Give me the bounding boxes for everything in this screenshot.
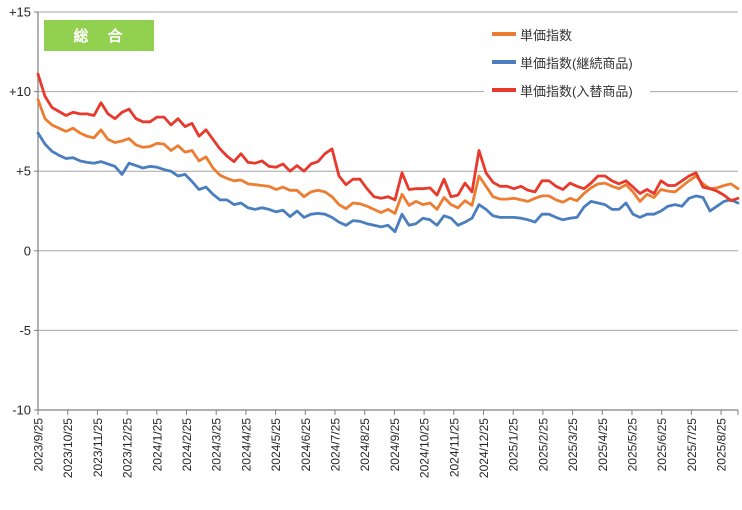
x-axis-label: 2024/12/25 <box>477 418 491 478</box>
legend-swatch-orange-line <box>492 32 516 36</box>
y-axis-label: -10 <box>12 403 31 418</box>
x-axis-label: 2024/6/25 <box>299 418 313 472</box>
x-axis-label: 2023/10/25 <box>61 418 75 478</box>
legend-item-replacement-products: 単価指数(入替商品) <box>484 76 650 104</box>
x-axis-label: 2024/8/25 <box>358 418 372 472</box>
series-line-unit-price-index <box>36 98 740 215</box>
x-axis-label: 2024/7/25 <box>328 418 342 472</box>
x-axis-label: 2025/2/25 <box>536 418 550 472</box>
series-line-replacement-products <box>36 72 740 203</box>
x-axis-label: 2024/9/25 <box>388 418 402 472</box>
x-axis-label: 2025/8/25 <box>715 418 729 472</box>
x-axis-label: 2024/11/25 <box>447 418 461 477</box>
x-axis-label: 2025/1/25 <box>507 418 521 472</box>
legend-item-unit-price-index: 単価指数 <box>484 20 650 48</box>
x-axis-label: 2024/2/25 <box>180 418 194 472</box>
legend-swatch-red-line <box>492 88 516 92</box>
y-axis-label: 0 <box>24 243 31 258</box>
y-axis-label: +15 <box>9 5 31 20</box>
y-axis-label: +10 <box>9 84 31 99</box>
y-axis-label: -5 <box>19 323 31 338</box>
x-axis-label: 2023/12/25 <box>121 418 135 478</box>
legend-label-replacement-products: 単価指数(入替商品) <box>520 83 633 99</box>
legend-item-continuing-products: 単価指数(継続商品) <box>484 48 650 76</box>
legend: 単価指数 単価指数(継続商品) 単価指数(入替商品) <box>484 14 650 108</box>
chart-title-badge: 総 合 <box>44 20 154 51</box>
legend-label-continuing-products: 単価指数(継続商品) <box>520 55 633 71</box>
x-axis-label: 2025/7/25 <box>685 418 699 472</box>
x-axis-label: 2024/5/25 <box>269 418 283 472</box>
x-axis-label: 2025/5/25 <box>625 418 639 472</box>
x-axis-label: 2024/10/25 <box>418 418 432 478</box>
x-axis-label: 2025/4/25 <box>596 418 610 472</box>
x-axis-label: 2025/6/25 <box>655 418 669 472</box>
x-axis-label: 2023/11/25 <box>91 418 105 477</box>
x-axis-label: 2025/3/25 <box>566 418 580 472</box>
series-line-continuing-products <box>36 131 740 234</box>
legend-label-unit-price-index: 単価指数 <box>520 27 573 43</box>
x-axis-label: 2023/9/25 <box>32 418 46 472</box>
x-axis-label: 2024/3/25 <box>210 418 224 472</box>
x-axis-label: 2024/4/25 <box>239 418 253 472</box>
x-axis-label: 2024/1/25 <box>150 418 164 472</box>
legend-swatch-blue-line <box>492 60 516 64</box>
y-axis-label: +5 <box>16 164 31 179</box>
